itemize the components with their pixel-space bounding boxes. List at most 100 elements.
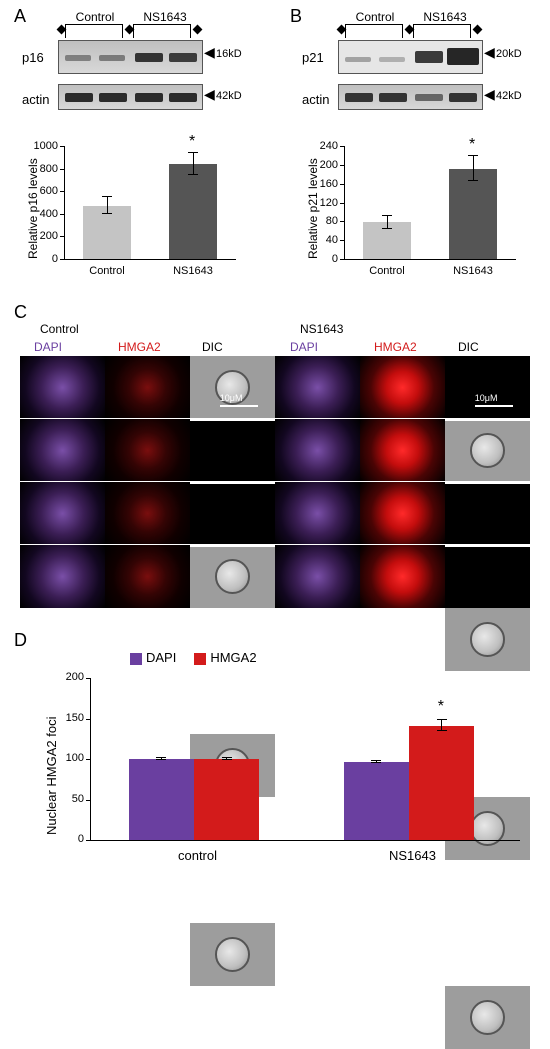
bracket: [345, 24, 403, 38]
micrograph-cell: [275, 419, 360, 482]
y-tick-label: 150: [56, 712, 84, 724]
micrograph-cell: [20, 356, 105, 419]
micrograph-cell: [445, 986, 530, 1049]
y-axis-label: Nuclear HMGA2 foci: [44, 717, 59, 835]
y-tick-label: 120: [310, 197, 338, 209]
y-tick-label: 40: [310, 234, 338, 246]
panel-a-row2-label: actin: [22, 92, 49, 107]
micrograph-cell: [275, 356, 360, 419]
panel-c-label: C: [14, 302, 27, 323]
panel-a-row2-mw: 42kD: [216, 90, 242, 102]
panel-a-row1-mw: 16kD: [216, 48, 242, 60]
panel-b-row1-label: p21: [302, 50, 324, 65]
x-tick-label: NS1643: [444, 265, 501, 277]
panel-c-channel-hmga2: HMGA2: [374, 340, 417, 354]
y-tick-label: 800: [30, 163, 58, 175]
panel-b-group-ns1643: NS1643: [410, 10, 480, 24]
micrograph-cell: [360, 419, 445, 482]
micrograph-cell: [190, 545, 275, 608]
panel-a-p16-blot: [58, 40, 203, 74]
legend-swatch: [194, 653, 206, 665]
scale-bar-label: 10μM: [220, 393, 243, 403]
significance-star: *: [469, 136, 475, 154]
micrograph-cell: [360, 482, 445, 545]
micrograph-cell: [105, 419, 190, 482]
y-tick-label: 0: [310, 253, 338, 265]
arrowhead-icon: ◀: [484, 86, 495, 103]
panel-b-row2-mw: 42kD: [496, 90, 522, 102]
micrograph-cell: [105, 482, 190, 545]
y-tick-label: 0: [30, 253, 58, 265]
x-tick-label: control: [90, 848, 305, 863]
panel-b-actin-blot: [338, 84, 483, 110]
figure-root: A Control NS1643 p16 ◀ 16kD actin ◀ 42kD…: [0, 0, 550, 887]
legend-label: HMGA2: [210, 650, 256, 665]
x-tick-label: NS1643: [164, 265, 221, 277]
bracket: [133, 24, 191, 38]
micrograph-cell: [360, 545, 445, 608]
panel-c-micrograph-grid: 10μM 10μM: [20, 356, 530, 608]
bar: [194, 759, 259, 840]
micrograph-cell: [360, 356, 445, 419]
arrowhead-icon: ◀: [204, 86, 215, 103]
y-tick-label: 160: [310, 178, 338, 190]
arrowhead-icon: ◀: [204, 44, 215, 61]
bar: [169, 164, 216, 259]
legend: DAPI HMGA2: [130, 650, 275, 665]
panel-d-chart: Nuclear HMGA2 foci050100150200DAPIHMGA2c…: [30, 650, 530, 870]
legend-swatch: [130, 653, 142, 665]
micrograph-cell: [20, 419, 105, 482]
panel-a-row1-label: p16: [22, 50, 44, 65]
y-tick-label: 1000: [30, 140, 58, 152]
y-tick-label: 600: [30, 185, 58, 197]
diamond-icon: [193, 25, 203, 35]
significance-star: *: [438, 698, 444, 716]
bracket: [65, 24, 123, 38]
y-tick-label: 400: [30, 208, 58, 220]
y-tick-label: 80: [310, 215, 338, 227]
panel-b-p21-blot: [338, 40, 483, 74]
panel-b-chart: Relative p21 levels04080120160200240Cont…: [296, 130, 526, 285]
micrograph-cell: [105, 356, 190, 419]
y-tick-label: 240: [310, 140, 338, 152]
diamond-icon: [473, 25, 483, 35]
panel-d-label: D: [14, 630, 27, 651]
panel-c-channel-dapi: DAPI: [34, 340, 62, 354]
y-tick-label: 200: [30, 230, 58, 242]
bracket: [413, 24, 471, 38]
y-tick-label: 0: [56, 833, 84, 845]
panel-b-label: B: [290, 6, 302, 27]
panel-c-channel-hmga2: HMGA2: [118, 340, 161, 354]
y-tick-label: 100: [56, 752, 84, 764]
micrograph-cell: [275, 545, 360, 608]
micrograph-cell: [20, 545, 105, 608]
panel-b-row2-label: actin: [302, 92, 329, 107]
micrograph-cell: [190, 923, 275, 986]
micrograph-cell: [190, 356, 275, 419]
y-tick-label: 50: [56, 793, 84, 805]
y-tick-label: 200: [310, 159, 338, 171]
panel-c-channel-dic: DIC: [458, 340, 479, 354]
panel-c-treat-ns1643: NS1643: [300, 322, 343, 336]
micrograph-cell: [275, 482, 360, 545]
bar: [409, 726, 474, 840]
panel-a-label: A: [14, 6, 26, 27]
micrograph-cell: [105, 545, 190, 608]
panel-c-treat-control: Control: [40, 322, 79, 336]
panel-c-channel-dic: DIC: [202, 340, 223, 354]
panel-a-group-control: Control: [60, 10, 130, 24]
micrograph-cell: [445, 419, 530, 482]
panel-a-group-ns1643: NS1643: [130, 10, 200, 24]
x-tick-label: Control: [358, 265, 415, 277]
x-tick-label: Control: [78, 265, 135, 277]
panel-b-group-control: Control: [340, 10, 410, 24]
panel-a-actin-blot: [58, 84, 203, 110]
significance-star: *: [189, 133, 195, 151]
bar: [344, 762, 409, 840]
legend-label: DAPI: [146, 650, 176, 665]
bar: [449, 169, 496, 259]
panel-c-channel-dapi: DAPI: [290, 340, 318, 354]
x-tick-label: NS1643: [305, 848, 520, 863]
arrowhead-icon: ◀: [484, 44, 495, 61]
scale-bar-label: 10μM: [475, 393, 498, 403]
